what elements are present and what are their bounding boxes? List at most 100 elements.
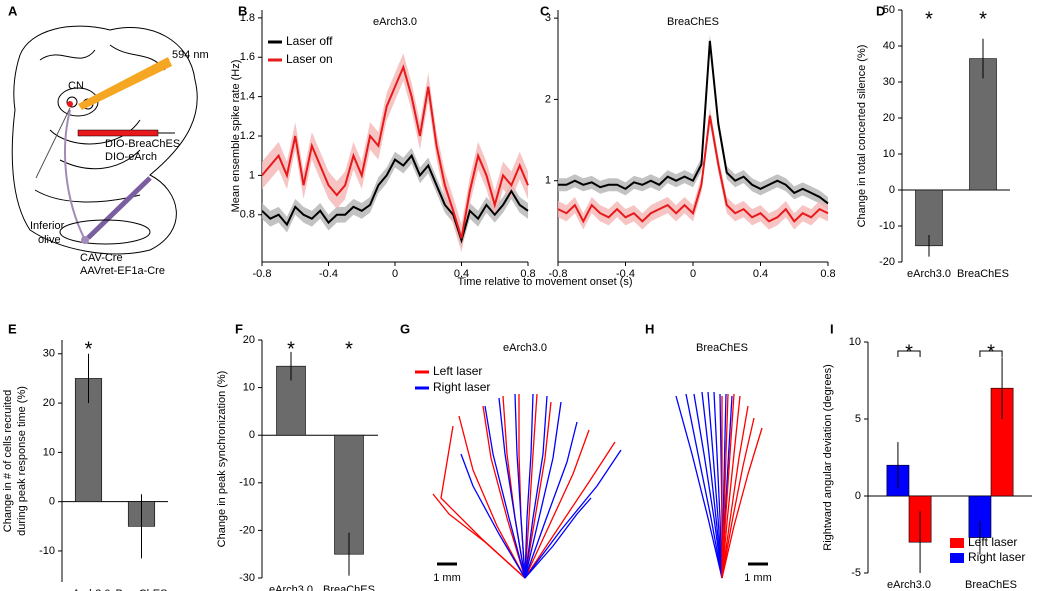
- y-tick-label: 20: [243, 334, 255, 346]
- chart-title: BreaChES: [667, 16, 719, 28]
- y-tick-label: 0: [889, 184, 895, 196]
- trajectory: [524, 401, 552, 579]
- y-tick-label: 10: [883, 148, 895, 160]
- x-tick-label: 0.8: [520, 268, 535, 280]
- series-line: [558, 40, 829, 205]
- legend-swatch: [950, 553, 964, 563]
- trajectory: [524, 429, 590, 579]
- scale-bar-label: 1 mm: [744, 572, 772, 584]
- significance-mark: *: [905, 341, 913, 363]
- y-tick-label: 50: [883, 4, 895, 16]
- significance-bracket: [897, 350, 921, 357]
- diagram-label: AAVret-EF1a-Cre: [80, 265, 165, 277]
- y-tick-label: -10: [239, 477, 255, 489]
- cn-site: [67, 101, 73, 107]
- x-tick-label: -0.4: [319, 268, 338, 280]
- y-tick-label: 10: [243, 382, 255, 394]
- panel-label: A: [8, 3, 18, 18]
- diagram-label: DIO-eArch: [105, 151, 157, 163]
- x-tick-label: 0.8: [820, 268, 835, 280]
- trajectory: [701, 391, 723, 579]
- significance-mark: *: [987, 341, 995, 363]
- x-tick-label: 0.4: [454, 268, 469, 280]
- panel-label: G: [400, 321, 410, 336]
- climbing-fiber: [64, 109, 86, 241]
- significance-mark: *: [85, 338, 93, 360]
- trajectory: [524, 395, 548, 579]
- olive-site: [81, 236, 89, 244]
- x-tick-label: 0: [392, 268, 398, 280]
- folia: [34, 44, 166, 203]
- trajectory: [685, 393, 723, 579]
- y-axis-label: during peak response time (%): [16, 386, 28, 536]
- injection-pipette: [77, 129, 159, 137]
- scale-bar-label: 1 mm: [433, 572, 461, 584]
- panel-label: D: [876, 3, 885, 18]
- x-tick-label: -0.8: [253, 268, 272, 280]
- y-axis-label: Change in # of cells recruited: [2, 390, 14, 532]
- trajectory: [524, 401, 562, 579]
- trajectory: [693, 393, 723, 579]
- y-tick-label: 0: [855, 490, 861, 502]
- diagram-label: DIO-BreaChES: [105, 138, 180, 150]
- panel-label: E: [8, 321, 17, 336]
- y-tick-label: 1: [545, 175, 551, 187]
- trajectory: [482, 405, 526, 579]
- chart-title: BreaChES: [696, 342, 748, 354]
- panel-label: H: [645, 321, 654, 336]
- y-tick-label: 0: [49, 496, 55, 508]
- diagram-label: 594 nm: [172, 49, 209, 61]
- trajectory: [721, 417, 755, 579]
- trajectory: [524, 393, 538, 579]
- significance-mark: *: [345, 338, 353, 360]
- y-tick-label: 5: [855, 413, 861, 425]
- y-axis-label: Change in total concerted silence (%): [856, 45, 868, 228]
- cn-nucleus: [66, 96, 78, 108]
- y-tick-label: -10: [39, 545, 55, 557]
- chart-title: eArch3.0: [503, 342, 547, 354]
- legend-label: Right laser: [968, 550, 1025, 564]
- y-tick-label: 2: [545, 93, 551, 105]
- trajectory: [721, 393, 729, 579]
- brain-outline: [11, 25, 198, 255]
- legend-label: Laser on: [286, 52, 333, 66]
- legend-label: Right laser: [433, 380, 490, 394]
- trajectory: [721, 405, 749, 579]
- y-tick-label: 3: [545, 12, 551, 24]
- diagram-label: olive: [38, 234, 61, 246]
- trajectory: [514, 393, 526, 579]
- laser-fiber: [78, 57, 172, 110]
- legend-swatch: [950, 538, 964, 548]
- trajectory: [460, 453, 526, 579]
- y-tick-label: 1: [249, 169, 255, 181]
- y-tick-label: 20: [883, 112, 895, 124]
- y-axis-label: Change in peak synchronization (%): [216, 371, 228, 548]
- x-tick-label: 0: [690, 268, 696, 280]
- panel-label: B: [238, 3, 247, 18]
- x-tick-label: BreaChES: [323, 584, 375, 591]
- y-tick-label: 20: [43, 397, 55, 409]
- x-tick-label: -0.4: [616, 268, 635, 280]
- trajectory: [721, 395, 741, 579]
- panel-label: C: [540, 3, 550, 18]
- error-band: [558, 34, 828, 210]
- y-tick-label: -30: [239, 572, 255, 584]
- trajectory: [675, 395, 723, 579]
- significance-bracket: [979, 350, 1003, 357]
- trajectory: [432, 493, 526, 579]
- y-tick-label: -20: [239, 524, 255, 536]
- y-axis-label: Mean ensemble spike rate (Hz): [230, 60, 242, 213]
- diagram: A CN 594 nm DIO-BreaChES DIO-eArch Infer…: [8, 3, 209, 276]
- series-line: [261, 64, 529, 239]
- y-tick-label: -5: [851, 567, 861, 579]
- y-tick-label: 10: [43, 446, 55, 458]
- series-line: [261, 153, 529, 244]
- diagram-label: CN: [68, 80, 84, 92]
- x-tick-label: eArch3.0: [66, 588, 110, 591]
- y-tick-label: -10: [879, 220, 895, 232]
- x-tick-label: BreaChES: [965, 579, 1017, 591]
- y-tick-label: 10: [849, 336, 861, 348]
- legend-label: Left laser: [968, 535, 1017, 549]
- trajectory: [524, 421, 578, 579]
